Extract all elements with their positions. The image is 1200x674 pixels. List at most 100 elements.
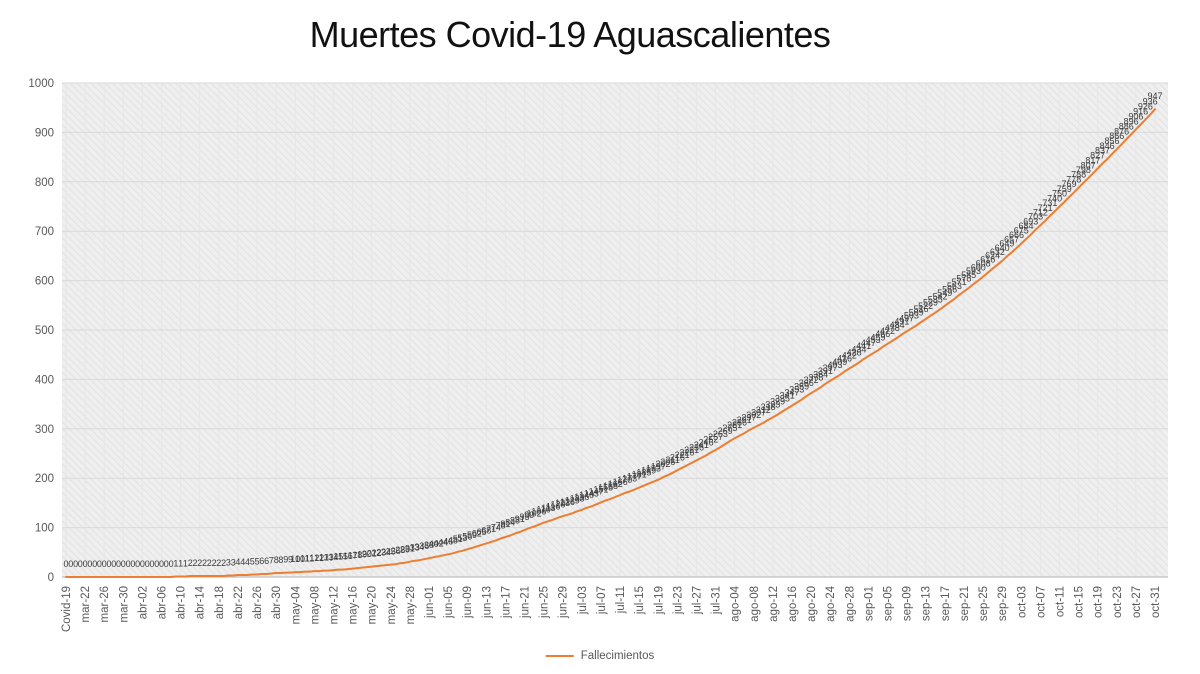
data-point-label: 335 bbox=[775, 394, 790, 404]
x-axis-tick-label: jun-17 bbox=[500, 586, 512, 619]
data-point-label: 129 bbox=[565, 495, 580, 505]
data-point-label: 608 bbox=[976, 259, 991, 269]
x-axis-tick-label: ago-08 bbox=[749, 586, 761, 622]
data-point-label: 11 bbox=[305, 554, 314, 564]
data-point-label: 827 bbox=[1090, 151, 1105, 161]
legend: Fallecimientos bbox=[545, 650, 655, 662]
data-point-label: 133 bbox=[570, 493, 585, 503]
data-point-label: 0 bbox=[116, 559, 121, 569]
data-point-label: 173 bbox=[622, 474, 637, 484]
data-point-label: 740 bbox=[1047, 193, 1062, 203]
data-point-label: 13 bbox=[319, 553, 329, 563]
y-axis-tick-label: 500 bbox=[35, 325, 54, 337]
data-point-label: 24 bbox=[381, 547, 391, 557]
x-axis-tick-label: oct-03 bbox=[1016, 586, 1028, 618]
legend-label: Fallecimientos bbox=[580, 650, 655, 662]
x-axis-tick-label: mar-30 bbox=[118, 586, 130, 622]
x-axis-tick-label: jul-15 bbox=[634, 586, 646, 615]
data-point-label: 529 bbox=[923, 298, 938, 308]
data-point-label: 769 bbox=[1061, 179, 1076, 189]
data-point-label: 856 bbox=[1104, 136, 1119, 146]
x-axis-tick-label: Covid-19 bbox=[61, 586, 73, 632]
data-point-label: 110 bbox=[536, 505, 550, 515]
data-point-label: 516 bbox=[913, 304, 928, 314]
data-point-label: 372 bbox=[804, 375, 819, 385]
data-point-label: 13 bbox=[324, 553, 334, 563]
data-point-label: 0 bbox=[63, 559, 68, 569]
data-point-label: 74 bbox=[491, 522, 501, 532]
x-axis-tick-label: oct-23 bbox=[1112, 586, 1124, 618]
data-point-label: 807 bbox=[1081, 160, 1096, 170]
data-point-label: 666 bbox=[1009, 230, 1024, 240]
data-point-label: 1 bbox=[183, 559, 188, 569]
x-axis-tick-label: abr-14 bbox=[195, 585, 207, 619]
data-point-label: 484 bbox=[890, 320, 905, 330]
data-point-label: 18 bbox=[352, 550, 362, 560]
x-axis-tick-label: jul-19 bbox=[653, 586, 665, 615]
x-axis-tick-label: oct-27 bbox=[1131, 586, 1143, 618]
data-point-label: 563 bbox=[947, 281, 962, 291]
data-point-label: 0 bbox=[92, 559, 97, 569]
data-point-label: 750 bbox=[1052, 189, 1067, 199]
data-point-label: 657 bbox=[1004, 234, 1019, 244]
x-axis-tick-label: jun-09 bbox=[462, 586, 474, 619]
data-point-label: 459 bbox=[870, 332, 885, 342]
x-axis-tick-label: jul-07 bbox=[596, 586, 608, 615]
data-point-label: 123 bbox=[555, 498, 570, 508]
x-axis-tick-label: abr-10 bbox=[176, 586, 188, 619]
data-point-label: 7 bbox=[269, 556, 274, 566]
data-point-label: 466 bbox=[875, 329, 890, 339]
data-point-label: 4 bbox=[235, 557, 240, 567]
y-axis-tick-label: 400 bbox=[35, 374, 54, 386]
data-point-label: 226 bbox=[679, 447, 694, 457]
data-point-label: 71 bbox=[486, 524, 496, 534]
data-point-label: 40 bbox=[429, 539, 439, 549]
data-point-label: 21 bbox=[367, 549, 377, 559]
x-axis-tick-label: jun-13 bbox=[481, 586, 493, 619]
data-point-label: 33 bbox=[410, 543, 420, 553]
data-point-label: 1 bbox=[173, 559, 178, 569]
data-point-label: 0 bbox=[78, 559, 83, 569]
data-point-label: 817 bbox=[1085, 155, 1100, 165]
data-point-label: 366 bbox=[799, 378, 814, 388]
data-point-label: 837 bbox=[1095, 146, 1110, 156]
x-axis-tick-label: jun-21 bbox=[520, 586, 532, 619]
data-point-label: 422 bbox=[842, 351, 857, 361]
x-axis-tick-label: oct-07 bbox=[1035, 586, 1047, 618]
data-point-label: 2 bbox=[221, 558, 226, 568]
data-point-label: 906 bbox=[1128, 111, 1143, 121]
data-point-label: 84 bbox=[505, 518, 515, 528]
data-point-label: 0 bbox=[145, 559, 150, 569]
data-point-label: 759 bbox=[1057, 184, 1072, 194]
data-point-label: 166 bbox=[613, 477, 628, 487]
data-point-label: 246 bbox=[698, 438, 713, 448]
data-point-label: 0 bbox=[126, 559, 131, 569]
data-point-label: 14 bbox=[328, 552, 338, 562]
data-point-label: 359 bbox=[794, 382, 809, 392]
data-point-label: 38 bbox=[424, 540, 434, 550]
data-point-label: 151 bbox=[593, 484, 608, 494]
data-point-label: 721 bbox=[1038, 203, 1053, 213]
data-point-label: 81 bbox=[500, 519, 510, 529]
data-point-label: 136 bbox=[574, 492, 589, 502]
data-point-label: 44 bbox=[438, 537, 448, 547]
data-point-label: 12 bbox=[314, 553, 324, 563]
y-axis-tick-label: 700 bbox=[35, 226, 54, 238]
data-point-label: 731 bbox=[1042, 198, 1057, 208]
data-point-label: 281 bbox=[727, 420, 742, 430]
data-point-label: 640 bbox=[995, 243, 1010, 253]
data-point-label: 8 bbox=[278, 555, 283, 565]
x-axis-tick-label: ago-20 bbox=[806, 586, 818, 622]
data-point-label: 31 bbox=[405, 544, 415, 554]
data-point-label: 535 bbox=[928, 295, 943, 305]
data-point-label: 491 bbox=[894, 316, 909, 326]
data-point-label: 177 bbox=[627, 472, 642, 482]
data-point-label: 378 bbox=[808, 372, 823, 382]
data-point-label: 624 bbox=[985, 251, 1000, 261]
data-point-label: 778 bbox=[1066, 175, 1081, 185]
data-point-label: 453 bbox=[866, 335, 881, 345]
data-point-label: 116 bbox=[546, 502, 560, 512]
x-axis-tick-label: mar-26 bbox=[99, 586, 111, 622]
data-point-label: 329 bbox=[770, 397, 785, 407]
x-axis-tick-label: oct-15 bbox=[1074, 586, 1086, 618]
